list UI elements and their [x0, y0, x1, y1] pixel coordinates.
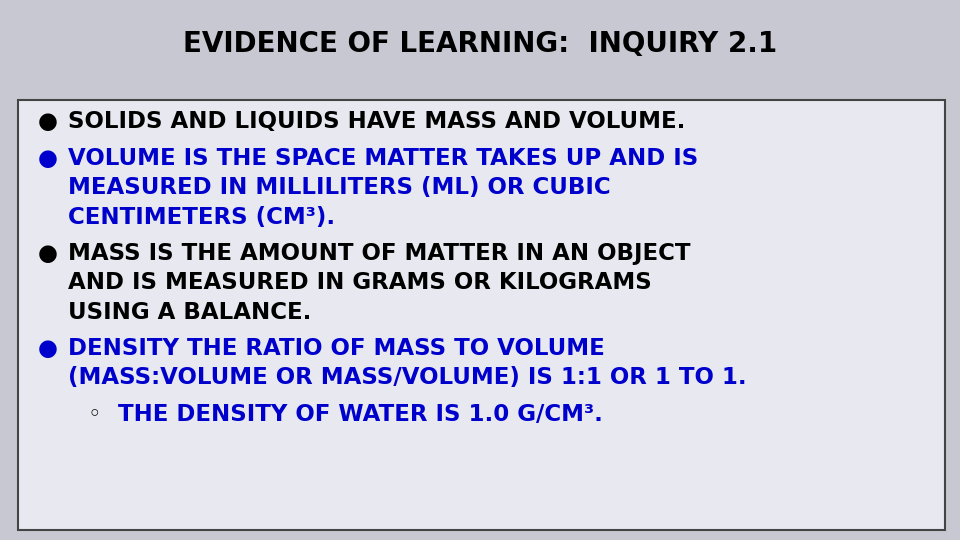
FancyBboxPatch shape: [18, 100, 945, 530]
Text: EVIDENCE OF LEARNING:  INQUIRY 2.1: EVIDENCE OF LEARNING: INQUIRY 2.1: [183, 30, 777, 58]
Text: SOLIDS AND LIQUIDS HAVE MASS AND VOLUME.: SOLIDS AND LIQUIDS HAVE MASS AND VOLUME.: [68, 110, 685, 133]
Text: VOLUME IS THE SPACE MATTER TAKES UP AND IS
MEASURED IN MILLILITERS (ML) OR CUBIC: VOLUME IS THE SPACE MATTER TAKES UP AND …: [68, 147, 698, 228]
Text: ●: ●: [38, 242, 58, 265]
Text: ●: ●: [38, 110, 58, 133]
Text: DENSITY THE RATIO OF MASS TO VOLUME
(MASS:VOLUME OR MASS/VOLUME) IS 1:1 OR 1 TO : DENSITY THE RATIO OF MASS TO VOLUME (MAS…: [68, 337, 747, 389]
Text: ●: ●: [38, 337, 58, 360]
Text: ●: ●: [38, 147, 58, 170]
Text: THE DENSITY OF WATER IS 1.0 G/CM³.: THE DENSITY OF WATER IS 1.0 G/CM³.: [118, 403, 603, 426]
Text: ◦: ◦: [88, 403, 102, 426]
Text: MASS IS THE AMOUNT OF MATTER IN AN OBJECT
AND IS MEASURED IN GRAMS OR KILOGRAMS
: MASS IS THE AMOUNT OF MATTER IN AN OBJEC…: [68, 242, 690, 323]
